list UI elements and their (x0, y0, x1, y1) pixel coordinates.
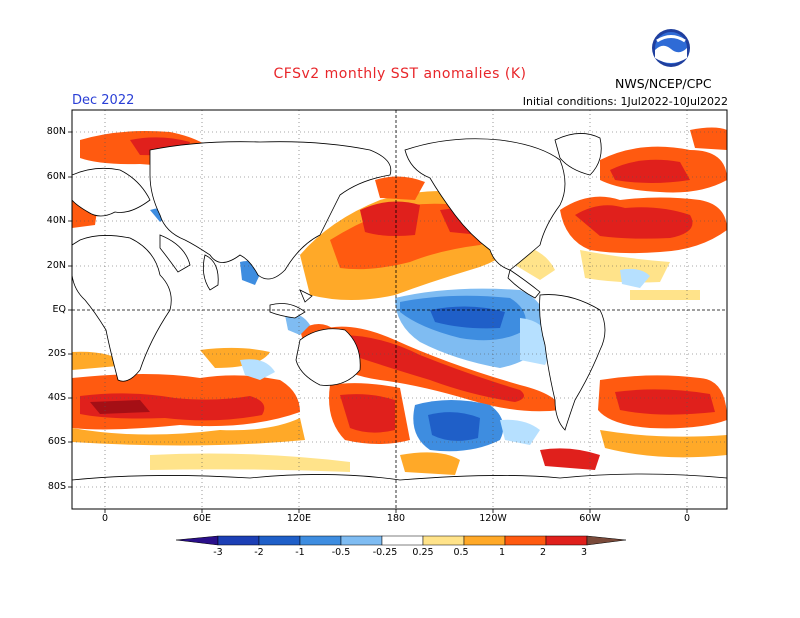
lat-label: 20N (46, 260, 66, 271)
colorbar-label: -0.5 (331, 547, 351, 558)
colorbar (175, 535, 627, 546)
initial-conditions: Initial conditions: 1Jul2022-10Jul2022 (522, 95, 728, 108)
colorbar-label: -2 (254, 547, 264, 558)
anomaly-light-south-indian (72, 418, 305, 446)
lon-label: 60E (192, 513, 212, 524)
lon-label: 0 (101, 513, 109, 524)
colorbar-label: -1 (295, 547, 305, 558)
anomaly-extreme-south-indian (90, 400, 150, 414)
forecast-month: Dec 2022 (72, 93, 135, 108)
lat-label: 20S (47, 348, 66, 359)
lat-label: 40N (46, 215, 66, 226)
chart-title: CFSv2 monthly SST anomalies (K) (273, 66, 527, 82)
colorbar-label: 3 (580, 547, 588, 558)
lon-label: 120E (286, 513, 312, 524)
lat-label: EQ (52, 304, 66, 315)
anomaly-strong-south-pacific (340, 335, 524, 402)
lat-label: 60S (47, 436, 66, 447)
colorbar-label: 1 (498, 547, 506, 558)
colorbar-label: -3 (213, 547, 223, 558)
anomaly-strong-south-indian (80, 393, 265, 421)
lat-label: 80N (46, 126, 66, 137)
agency-label: NWS/NCEP/CPC (615, 76, 712, 91)
colorbar-label: 0.25 (412, 547, 434, 558)
colorbar-label: 0.5 (453, 547, 469, 558)
lat-label: 60N (46, 171, 66, 182)
graticule (72, 110, 727, 509)
lon-label: 0 (683, 513, 691, 524)
map-frame (71, 109, 728, 510)
equator-dateline (72, 110, 727, 509)
lon-label: 180 (386, 513, 406, 524)
colorbar-label: 2 (539, 547, 547, 558)
noaa-logo-icon (652, 29, 690, 67)
colorbar-label: -0.25 (372, 547, 398, 558)
colorbar-high-arrow (586, 535, 627, 546)
lon-label: 60W (579, 513, 601, 524)
lat-label: 40S (47, 392, 66, 403)
lat-label: 80S (47, 481, 66, 492)
colorbar-low-arrow (175, 535, 219, 546)
lon-label: 120W (479, 513, 507, 524)
land-outlines (72, 133, 727, 509)
